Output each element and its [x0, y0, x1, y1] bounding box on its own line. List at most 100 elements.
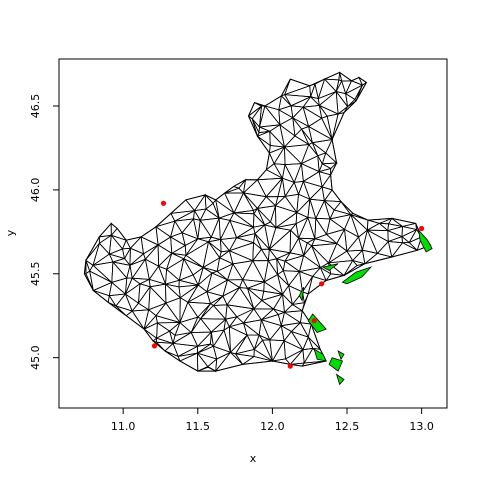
mesh-triangle	[388, 236, 403, 244]
green-polygon	[307, 313, 327, 333]
triangulation-mesh	[83, 71, 432, 373]
y-tick-label: 45.5	[29, 262, 42, 287]
mesh-triangle	[276, 258, 284, 276]
mesh-triangle	[281, 163, 296, 184]
mesh-triangle	[177, 352, 198, 362]
mesh-triangle	[168, 321, 181, 337]
mesh-triangle	[92, 242, 111, 267]
mesh-triangle	[233, 192, 255, 214]
mesh-triangle	[214, 351, 244, 372]
x-tick-label: 12.0	[260, 420, 285, 433]
mesh-triangle	[321, 152, 338, 165]
green-polygon	[298, 287, 305, 302]
red-point	[419, 225, 425, 232]
mesh-triangle	[232, 212, 255, 228]
mesh-triangle	[257, 208, 272, 226]
mesh-triangle	[306, 237, 316, 247]
green-polygon	[337, 350, 345, 361]
x-tick-label: 11.5	[186, 420, 211, 433]
mesh-triangle	[92, 261, 114, 284]
mesh-triangle	[326, 113, 339, 140]
mesh-triangle	[241, 279, 265, 289]
mesh-triangle	[202, 240, 221, 269]
mesh-triangle	[401, 235, 411, 244]
mesh-triangle	[329, 209, 351, 220]
mesh-triangle	[216, 257, 234, 272]
mesh-triangle	[197, 303, 211, 320]
mesh-triangle	[298, 254, 322, 273]
mesh-triangle	[290, 105, 304, 119]
mesh-triangle	[300, 162, 320, 183]
red-point	[287, 363, 293, 369]
mesh-triangle	[253, 339, 274, 363]
mesh-triangle	[307, 199, 317, 219]
mesh-triangle	[401, 226, 418, 238]
mesh-triangle	[317, 78, 337, 100]
mesh-triangle	[124, 292, 139, 312]
mesh-triangle	[273, 163, 286, 180]
mesh-triangle	[207, 365, 216, 372]
mesh-triangle	[226, 262, 244, 281]
mesh-triangle	[315, 199, 331, 220]
mesh-triangle	[271, 339, 286, 362]
mesh-triangle	[309, 186, 325, 202]
mesh-triangle	[155, 330, 174, 345]
mesh-triangle	[108, 281, 127, 297]
mesh-triangle	[313, 233, 339, 245]
mesh-triangle	[361, 228, 379, 254]
red-point	[151, 343, 158, 349]
mesh-triangle	[315, 217, 331, 236]
mesh-triangle	[124, 248, 131, 267]
mesh-triangle	[283, 94, 313, 107]
mesh-triangle	[197, 271, 213, 293]
mesh-triangle	[236, 226, 256, 239]
mesh-triangle	[223, 192, 245, 214]
mesh-triangle	[277, 105, 294, 119]
mesh-triangle	[350, 214, 369, 238]
mesh-triangle	[168, 330, 176, 345]
mesh-triangle	[205, 279, 229, 297]
mesh-triangle	[155, 315, 181, 324]
mesh-triangle	[323, 189, 342, 203]
mesh-triangle	[129, 253, 146, 266]
mesh-triangle	[251, 248, 270, 262]
mesh-triangle	[282, 260, 301, 272]
mesh-triangle	[229, 334, 248, 355]
mesh-triangle	[280, 311, 302, 327]
mesh-triangle	[273, 145, 286, 166]
y-axis-label: y	[4, 229, 17, 236]
green-polygon	[321, 263, 339, 271]
mesh-triangle	[121, 239, 132, 250]
mesh-triangle	[364, 252, 392, 265]
mesh-triangle	[92, 281, 113, 297]
mesh-triangle	[186, 291, 212, 305]
mesh-triangle	[263, 221, 278, 229]
mesh-triangle	[346, 236, 363, 252]
mesh-triangle	[290, 330, 309, 351]
mesh-triangle	[325, 138, 338, 165]
mesh-triangle	[293, 180, 305, 196]
mesh-triangle	[351, 249, 366, 265]
mesh-triangle	[284, 146, 303, 166]
mesh-triangle	[328, 250, 354, 264]
mesh-triangle	[390, 242, 419, 258]
mesh-triangle	[140, 226, 159, 246]
mesh-triangle	[181, 232, 199, 247]
mesh-triangle	[321, 115, 333, 140]
mesh-triangle	[212, 304, 228, 321]
mesh-triangle	[260, 293, 284, 310]
x-tick-label: 13.0	[409, 420, 434, 433]
mesh-triangle	[272, 308, 286, 315]
mesh-triangle	[111, 260, 128, 283]
mesh-triangle	[228, 242, 254, 262]
mesh-triangle	[303, 245, 322, 269]
mesh-triangle	[226, 279, 244, 289]
mesh-triangle	[276, 273, 290, 296]
mesh-triangle	[182, 257, 204, 276]
mesh-triangle	[140, 236, 159, 255]
mesh-triangle	[274, 195, 298, 214]
mesh-triangle	[215, 192, 236, 215]
mesh-triangle	[317, 167, 332, 176]
mesh-triangle	[289, 348, 305, 365]
